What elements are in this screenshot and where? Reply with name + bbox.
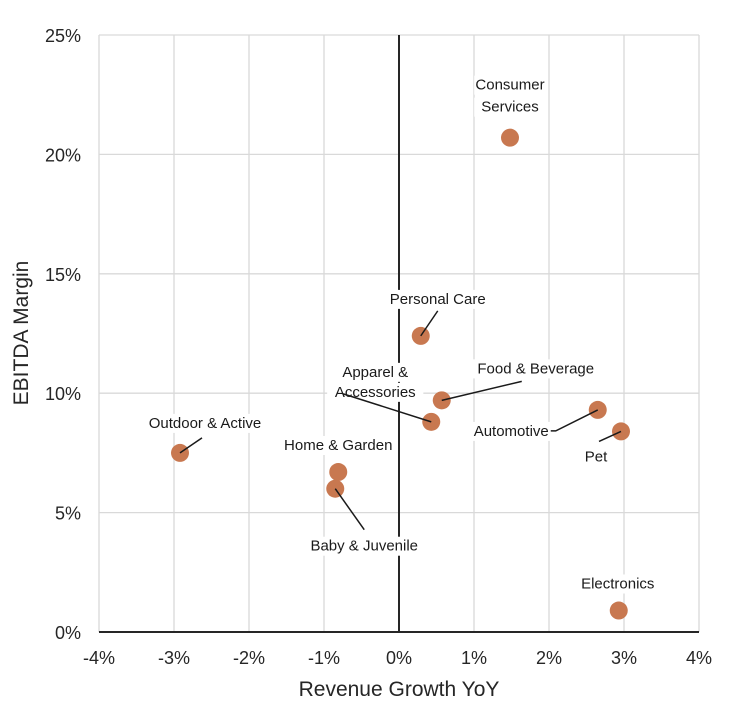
data-point — [501, 128, 519, 147]
leader-line — [420, 310, 439, 337]
data-label-background — [335, 362, 416, 382]
data-label-background — [136, 413, 274, 433]
x-tick-label: -1% — [308, 648, 340, 668]
y-tick-label: 0% — [55, 623, 81, 643]
x-tick-label: -3% — [158, 648, 190, 668]
x-tick-label: 3% — [611, 648, 637, 668]
leader-lines — [179, 310, 622, 531]
data-label-background — [474, 97, 546, 117]
x-axis-title: Revenue Growth YoY — [299, 678, 500, 701]
leader-line — [441, 380, 522, 402]
data-point — [329, 463, 348, 482]
x-tick-label: 2% — [536, 648, 562, 668]
tick-labels: -4% -3% -2% -1% 0% 1% 2% 3% 4% 0% 5% 10% 15% 20% 25% — [45, 26, 712, 668]
data-label: Food & Beverage — [477, 360, 594, 377]
y-tick-label: 20% — [45, 145, 81, 165]
leader-line — [343, 393, 432, 423]
x-tick-label: 1% — [461, 648, 487, 668]
data-label: Services — [481, 99, 539, 116]
y-tick-label: 15% — [45, 265, 81, 285]
data-label: Apparel & — [342, 364, 408, 381]
data-label-background — [580, 447, 612, 467]
data-label-background — [463, 421, 552, 441]
x-tick-label: 0% — [386, 648, 412, 668]
data-label: Electronics — [581, 576, 654, 593]
x-tick-label: 4% — [686, 648, 712, 668]
y-tick-label: 5% — [55, 504, 81, 524]
x-tick-label: -2% — [233, 648, 265, 668]
x-tick-label: -4% — [83, 648, 115, 668]
data-labels: Consumer Services Personal Care Food & Beve… — [136, 75, 666, 594]
data-label-background — [471, 359, 601, 379]
leader-line — [598, 430, 622, 443]
data-label-background — [381, 289, 495, 309]
data-label: Personal Care — [390, 291, 486, 308]
data-label-background — [569, 574, 666, 594]
y-axis-title: EBITDA Margin — [10, 261, 33, 406]
data-label: Consumer — [475, 77, 544, 94]
data-label: Pet — [585, 448, 608, 465]
data-label-background — [474, 75, 546, 95]
y-tick-label: 10% — [45, 384, 81, 404]
data-label: Baby & Juvenile — [310, 538, 418, 555]
data-label: Home & Garden — [284, 437, 392, 454]
leader-line — [179, 437, 203, 454]
leader-line — [334, 488, 365, 531]
data-label: Accessories — [335, 384, 416, 401]
axes — [99, 35, 699, 633]
data-label: Outdoor & Active — [149, 415, 262, 432]
leader-line — [550, 409, 599, 432]
data-point — [609, 601, 628, 620]
data-label-background — [281, 436, 395, 456]
data-label: Automotive — [474, 423, 549, 440]
y-tick-label: 25% — [45, 26, 81, 46]
data-label-background — [299, 536, 429, 556]
